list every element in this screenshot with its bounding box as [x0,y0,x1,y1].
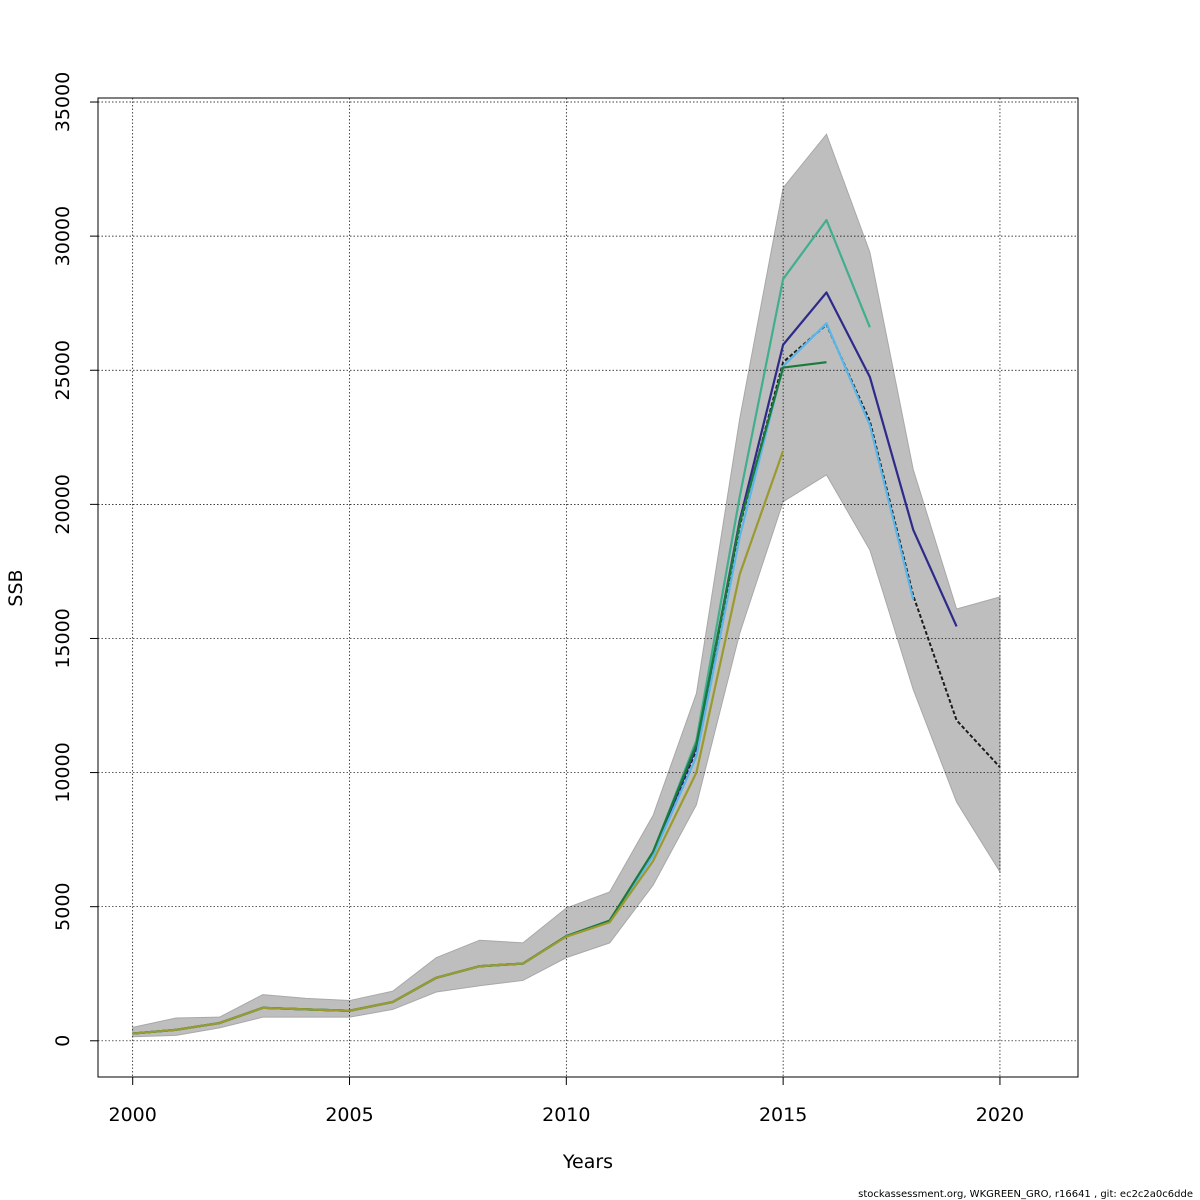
y-tick-label: 0 [52,1035,74,1047]
x-tick-label: 2000 [109,1104,157,1126]
x-tick-label: 2020 [976,1104,1024,1126]
plot-frame [97,97,1079,1078]
x-tick-label: 2015 [759,1104,807,1126]
x-axis-title: Years [562,1151,613,1173]
y-tick-label: 35000 [52,72,74,132]
y-tick-label: 5000 [52,883,74,931]
footer-credit: stockassessment.org, WKGREEN_GRO, r16641… [858,1189,1193,1200]
x-tick-label: 2005 [325,1104,373,1126]
y-tick-label: 20000 [52,474,74,534]
y-tick-label: 10000 [52,742,74,802]
y-tick-label: 15000 [52,608,74,668]
x-tick-label: 2010 [542,1104,590,1126]
series-line-5 [132,450,785,1035]
series-layer [132,218,1001,1035]
y-tick-label: 30000 [52,206,74,266]
y-tick-label: 25000 [52,340,74,400]
y-axis-title: SSB [5,569,27,606]
grid-layer [98,98,1078,1077]
axis-layer: 2000 2005 2010 2015 2020 0 5000 10000 15000 20000… [52,72,1024,1126]
